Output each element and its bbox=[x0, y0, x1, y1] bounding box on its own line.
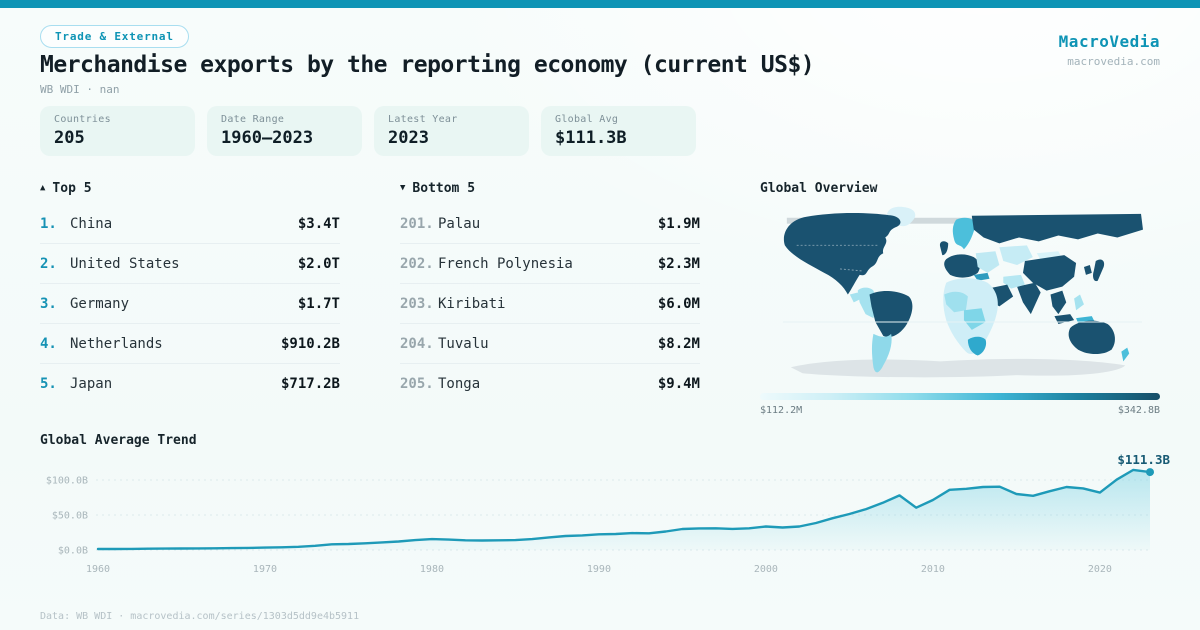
country-value: $1.7T bbox=[297, 295, 340, 312]
stat-label: Countries bbox=[54, 114, 111, 125]
page-subtitle: WB WDI · nan bbox=[40, 83, 120, 96]
triangle-down-icon: ▼ bbox=[400, 183, 406, 193]
brand-block: MacroVedia macrovedia.com bbox=[1059, 32, 1160, 68]
legend-max-label: $342.8B bbox=[1117, 405, 1160, 416]
country-value: $3.4T bbox=[297, 215, 340, 232]
rank: 3. bbox=[40, 295, 57, 312]
list-item: 202. French Polynesia $2.3M bbox=[400, 244, 700, 284]
top5-heading-label: Top 5 bbox=[52, 180, 92, 196]
country-value: $8.2M bbox=[657, 335, 700, 352]
svg-text:1970: 1970 bbox=[253, 564, 277, 575]
svg-text:1980: 1980 bbox=[420, 564, 444, 575]
stat-value: 1960—2023 bbox=[221, 128, 314, 148]
svg-text:2020: 2020 bbox=[1088, 564, 1112, 575]
country-name: Japan bbox=[70, 376, 113, 392]
list-item: 3. Germany $1.7T bbox=[40, 284, 340, 324]
page-title: Merchandise exports by the reporting eco… bbox=[40, 52, 815, 78]
stat-label: Date Range bbox=[221, 114, 285, 125]
stat-card-global-avg: Global Avg $111.3B bbox=[541, 106, 696, 156]
brand-logo[interactable]: MacroVedia bbox=[1058, 32, 1160, 51]
trend-line-chart: $0.0B $50.0B $100.0B 1960 1970 1980 1990 2000 2… bbox=[46, 452, 1171, 575]
stat-card-latest-year: Latest Year 2023 bbox=[374, 106, 529, 156]
rank: 5. bbox=[40, 376, 57, 392]
svg-text:1960: 1960 bbox=[86, 564, 110, 575]
rank: 4. bbox=[40, 335, 57, 352]
country-value: $910.2B bbox=[280, 335, 340, 352]
rank: 205. bbox=[400, 376, 434, 392]
list-item: 204. Tuvalu $8.2M bbox=[400, 324, 700, 364]
rank: 203. bbox=[400, 295, 434, 312]
stat-value: $111.3B bbox=[555, 128, 627, 148]
trend-panel: Global Average Trend bbox=[40, 432, 1160, 448]
svg-text:$111.3B: $111.3B bbox=[1117, 452, 1170, 467]
footer-source-link[interactable]: Data: WB WDI · macrovedia.com/series/130… bbox=[40, 611, 360, 622]
list-item: 201. Palau $1.9M bbox=[400, 204, 700, 244]
country-value: $6.0M bbox=[657, 295, 700, 312]
stat-value: 2023 bbox=[388, 128, 429, 148]
choropleth-color-scale bbox=[760, 393, 1160, 400]
list-item: 4. Netherlands $910.2B bbox=[40, 324, 340, 364]
accent-bar bbox=[0, 0, 1200, 8]
list-item: 205. Tonga $9.4M bbox=[400, 364, 700, 404]
svg-text:2010: 2010 bbox=[921, 564, 945, 575]
rank: 2. bbox=[40, 255, 57, 272]
country-value: $717.2B bbox=[280, 376, 340, 392]
stat-card-countries: Countries 205 bbox=[40, 106, 195, 156]
bottom5-heading: ▼ Bottom 5 bbox=[400, 180, 700, 196]
category-badge[interactable]: Trade & External bbox=[40, 25, 189, 48]
top5-heading: ▲ Top 5 bbox=[40, 180, 340, 196]
svg-text:$0.0B: $0.0B bbox=[58, 546, 88, 557]
list-item: 203. Kiribati $6.0M bbox=[400, 284, 700, 324]
top5-list: ▲ Top 5 1. China $3.4T 2. United States … bbox=[40, 180, 340, 404]
world-map bbox=[782, 206, 1143, 378]
stat-value: 205 bbox=[54, 128, 85, 148]
svg-text:$100.0B: $100.0B bbox=[46, 476, 88, 487]
legend-min-label: $112.2M bbox=[760, 405, 803, 416]
brand-domain: macrovedia.com bbox=[1067, 55, 1160, 68]
map-heading: Global Overview bbox=[760, 180, 878, 196]
rank: 204. bbox=[400, 335, 434, 352]
country-value: $1.9M bbox=[657, 215, 700, 232]
country-name: Netherlands bbox=[70, 335, 163, 352]
stat-card-date-range: Date Range 1960—2023 bbox=[207, 106, 362, 156]
triangle-up-icon: ▲ bbox=[40, 183, 46, 193]
list-item: 5. Japan $717.2B bbox=[40, 364, 340, 404]
rank: 1. bbox=[40, 215, 57, 232]
country-name: Palau bbox=[438, 215, 481, 232]
country-name: Germany bbox=[70, 295, 130, 312]
rank: 201. bbox=[400, 215, 434, 232]
country-name: Kiribati bbox=[438, 295, 506, 312]
country-name: Tuvalu bbox=[438, 335, 489, 352]
list-item: 2. United States $2.0T bbox=[40, 244, 340, 284]
country-name: China bbox=[70, 215, 113, 232]
country-name: French Polynesia bbox=[438, 255, 573, 272]
svg-text:2000: 2000 bbox=[754, 564, 778, 575]
country-name: Tonga bbox=[438, 376, 481, 392]
country-value: $2.0T bbox=[297, 255, 340, 272]
list-item: 1. China $3.4T bbox=[40, 204, 340, 244]
global-overview-panel: Global Overview bbox=[760, 180, 1160, 416]
svg-text:$50.0B: $50.0B bbox=[52, 511, 88, 522]
svg-text:1990: 1990 bbox=[587, 564, 611, 575]
trend-heading: Global Average Trend bbox=[40, 432, 197, 448]
bottom5-list: ▼ Bottom 5 201. Palau $1.9M 202. French … bbox=[400, 180, 700, 404]
rank: 202. bbox=[400, 255, 434, 272]
country-value: $2.3M bbox=[657, 255, 700, 272]
stat-label: Latest Year bbox=[388, 114, 458, 125]
stat-cards-row: Countries 205 Date Range 1960—2023 Lates… bbox=[40, 106, 696, 156]
stat-label: Global Avg bbox=[555, 114, 619, 125]
country-name: United States bbox=[70, 255, 180, 272]
bottom5-heading-label: Bottom 5 bbox=[412, 180, 476, 196]
country-value: $9.4M bbox=[657, 376, 700, 392]
